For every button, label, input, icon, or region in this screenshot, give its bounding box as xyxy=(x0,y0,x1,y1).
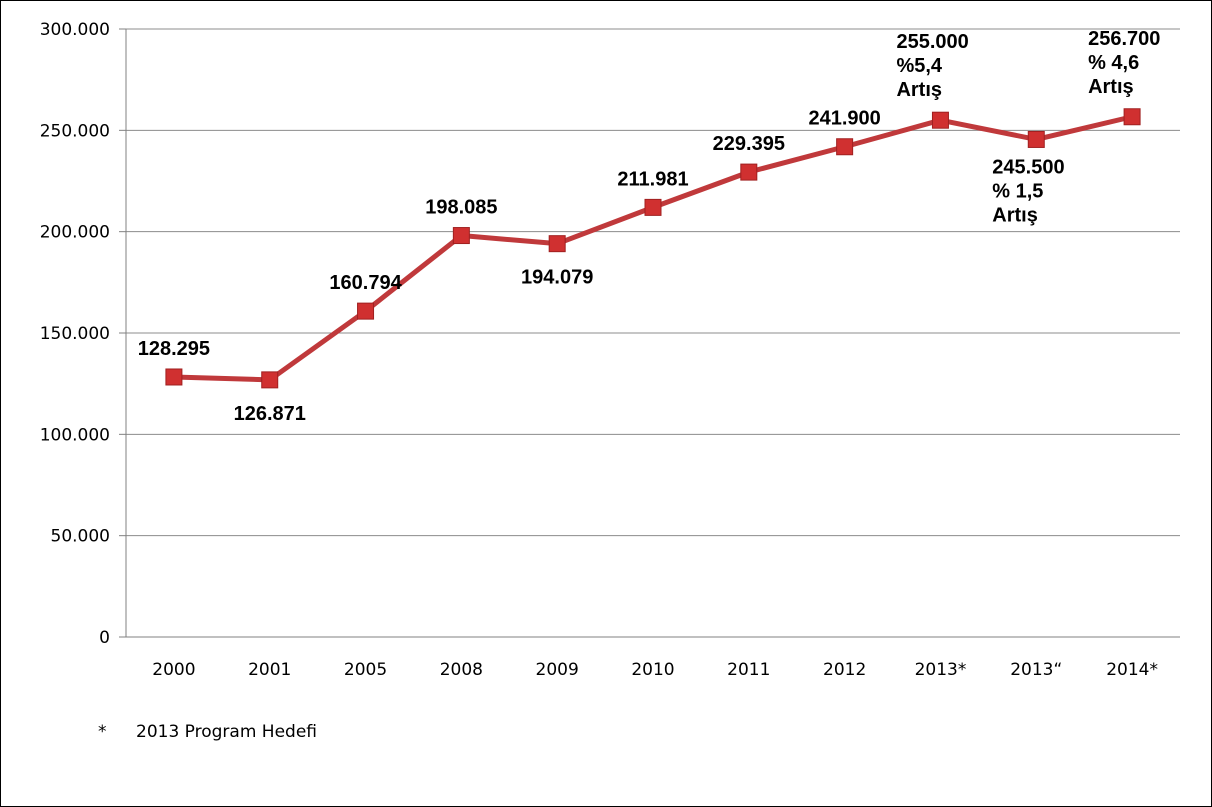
y-tick-label: 0 xyxy=(99,628,110,648)
data-label-line: 256.700 xyxy=(1088,28,1160,50)
data-point-marker xyxy=(836,138,854,156)
data-label: 211.981 xyxy=(617,168,688,190)
data-label-line: 128.295 xyxy=(138,338,210,360)
data-label-line: 229.395 xyxy=(713,133,785,155)
data-point-marker xyxy=(165,368,183,386)
x-tick-label: 2013* xyxy=(915,660,967,680)
data-label: 245.500% 1,5 Artış xyxy=(992,156,1064,226)
series-markers xyxy=(165,108,1141,389)
data-label: 255.000 %5,4 Artış xyxy=(896,31,968,101)
data-point-marker xyxy=(1123,108,1141,126)
data-label-line: % 1,5 xyxy=(992,180,1043,202)
gridlines xyxy=(119,28,1180,638)
data-label-line: 241.900 xyxy=(808,108,880,130)
x-axis-ticks: 2000 2001 2005 2008 2009 2010 2011 2012 2013* 201… xyxy=(152,660,1158,680)
data-label-line: %5,4 xyxy=(896,55,942,77)
data-point-marker xyxy=(1027,130,1045,148)
data-label: 194.079 xyxy=(521,267,593,289)
data-labels: 128.295 126.871 160.794 198.085 194.079 211.9… xyxy=(138,28,1161,425)
data-label-line: Artış xyxy=(896,79,942,101)
data-label-line: 211.981 xyxy=(617,168,688,190)
x-tick-label: 2001 xyxy=(248,660,291,680)
footnote: * 2013 Program Hedefi xyxy=(98,722,317,742)
data-label-line: 255.000 xyxy=(896,31,968,53)
data-label-line: Artış xyxy=(1088,76,1134,98)
data-label-line: 245.500 xyxy=(992,156,1064,178)
x-tick-label: 2012 xyxy=(823,660,866,680)
x-tick-label: 2005 xyxy=(344,660,387,680)
data-point-marker xyxy=(644,198,662,216)
y-axis-ticks: 0 50.000 100.000 150.000 200.000 250.000 300.0… xyxy=(40,20,110,648)
data-point-marker xyxy=(931,111,949,129)
data-label-line: % 4,6 xyxy=(1088,52,1139,74)
y-tick-label: 100.000 xyxy=(40,425,110,445)
y-tick-label: 200.000 xyxy=(40,223,110,243)
data-label: 241.900 xyxy=(808,108,880,130)
data-label-line: 198.085 xyxy=(425,197,497,219)
data-label: 128.295 xyxy=(138,338,210,360)
y-tick-label: 50.000 xyxy=(51,527,110,547)
series-line-path xyxy=(173,114,1133,383)
data-label: 160.794 xyxy=(329,272,402,294)
data-point-marker xyxy=(548,235,566,253)
data-label: 229.395 xyxy=(713,133,785,155)
x-tick-label: 2013“ xyxy=(1010,660,1062,680)
data-point-marker xyxy=(261,371,279,389)
data-label-line: 194.079 xyxy=(521,267,593,289)
y-tick-label: 250.000 xyxy=(40,121,110,141)
x-tick-label: 2008 xyxy=(440,660,483,680)
data-point-marker xyxy=(740,163,758,181)
x-tick-label: 2011 xyxy=(727,660,770,680)
y-tick-label: 300.000 xyxy=(40,20,110,40)
data-label: 256.700% 4,6 Artış xyxy=(1088,28,1160,98)
series-line xyxy=(173,114,1133,383)
x-tick-label: 2014* xyxy=(1106,660,1158,680)
data-point-marker xyxy=(452,227,470,245)
data-label-line: 126.871 xyxy=(234,403,306,425)
y-tick-label: 150.000 xyxy=(40,324,110,344)
footnote-marker: * xyxy=(98,722,107,742)
x-tick-label: 2000 xyxy=(152,660,195,680)
x-tick-label: 2010 xyxy=(631,660,674,680)
footnote-text: 2013 Program Hedefi xyxy=(136,722,317,742)
data-label: 198.085 xyxy=(425,197,497,219)
data-label-line: Artış xyxy=(992,204,1038,226)
data-label-line: 160.794 xyxy=(329,272,402,294)
x-tick-label: 2009 xyxy=(536,660,579,680)
data-point-marker xyxy=(357,302,375,320)
data-label: 126.871 xyxy=(234,403,306,425)
